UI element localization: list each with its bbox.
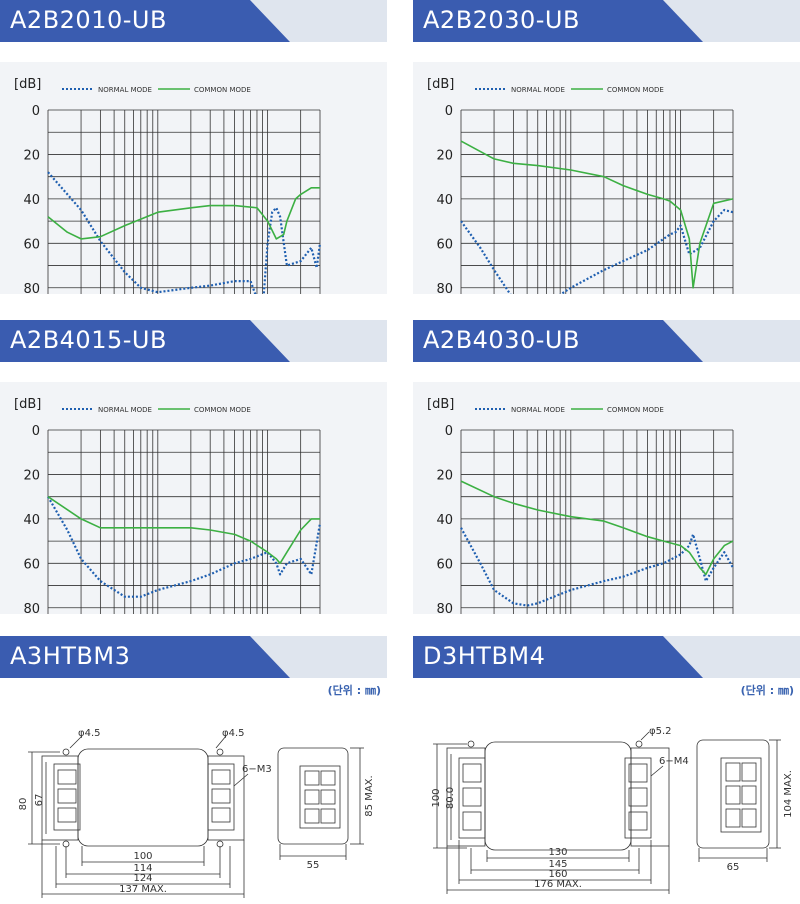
dim-104-max: 104 MAX.: [783, 770, 794, 818]
y-tick-label: 40: [436, 193, 453, 208]
chart-title: A2B4015-UB: [10, 326, 167, 354]
filter-body: [484, 741, 632, 851]
series-normal-mode: [47, 171, 322, 294]
dim-114: 114: [133, 863, 152, 874]
y-tick-label: 20: [436, 148, 453, 163]
series-normal-mode: [460, 527, 734, 607]
legend-common-label: COMMON MODE: [607, 86, 664, 94]
y-tick-label: 20: [23, 468, 40, 483]
title-bar: A3HTBM3: [0, 636, 387, 678]
legend-common-label: COMMON MODE: [194, 406, 251, 414]
chart-svg: 0204060800.10.5151030[dB][MHz]NORMAL MOD…: [427, 77, 734, 294]
y-tick-label: 60: [436, 237, 453, 252]
y-tick-label: 40: [23, 513, 40, 528]
right-terminal-block: [624, 757, 652, 839]
dim-65: 65: [727, 862, 740, 873]
series-normal-mode: [47, 496, 322, 598]
series-normal-mode: [460, 208, 734, 294]
y-unit-label: [dB]: [427, 77, 454, 92]
chart-background: [0, 62, 387, 294]
drawing-title: A3HTBM3: [10, 642, 131, 670]
chart-background: [0, 382, 387, 614]
unit-note: (단위 : ㎜): [327, 684, 381, 697]
grid: [460, 429, 734, 614]
side-view: [277, 747, 349, 845]
title-bar: A2B4015-UB: [0, 320, 387, 362]
dim-124: 124: [133, 873, 152, 884]
title-bar: A2B2010-UB: [0, 0, 387, 42]
grid: [47, 109, 321, 294]
title-bar: A2B4030-UB: [413, 320, 800, 362]
dim-85-max: 85 MAX.: [364, 775, 375, 816]
y-tick-label: 0: [32, 104, 40, 119]
dim-137-max: 137 MAX.: [119, 884, 167, 895]
legend-normal-label: NORMAL MODE: [98, 406, 152, 414]
dimension-drawing: φ5.2 6−M4 100 80.0 130 145 160 176 MAX. …: [431, 726, 794, 894]
dim-160: 160: [548, 869, 567, 880]
dim-height-100: 100: [431, 788, 442, 807]
y-tick-label: 20: [436, 468, 453, 483]
y-tick-label: 20: [23, 148, 40, 163]
drawing-panel-d3htbm4: D3HTBM4 (단위 : ㎜): [413, 636, 800, 904]
chart-panel-a2b4030: A2B4030-UB 0204060800.10.5151030[dB][MHz…: [413, 320, 800, 620]
y-tick-label: 60: [436, 557, 453, 572]
y-tick-label: 0: [445, 424, 453, 439]
dim-176-max: 176 MAX.: [534, 879, 582, 890]
legend-normal-label: NORMAL MODE: [98, 86, 152, 94]
dim-thread: 6−M4: [659, 756, 689, 767]
drawing-panel-a3htbm3: A3HTBM3 (단위 : ㎜): [0, 636, 387, 904]
y-tick-label: 80: [23, 282, 40, 294]
series-common-mode: [460, 140, 734, 289]
y-tick-label: 80: [436, 282, 453, 294]
drawing-title: D3HTBM4: [423, 642, 546, 670]
chart-title: A2B2010-UB: [10, 6, 167, 34]
dimension-drawing: φ4.5 φ4.5 6−M3 80 67 100 114 124 137 MAX…: [18, 728, 375, 898]
chart-panel-a2b2010: A2B2010-UB 0204060800.10.5151030[dB][MHz…: [0, 0, 387, 300]
side-view: [696, 739, 770, 849]
title-bar: D3HTBM4: [413, 636, 800, 678]
y-tick-label: 0: [445, 104, 453, 119]
legend-common-label: COMMON MODE: [607, 406, 664, 414]
dim-hole-left: φ4.5: [78, 728, 101, 739]
chart-svg: 0204060800.10.5151030[dB][MHz]NORMAL MOD…: [14, 77, 322, 294]
y-tick-label: 40: [23, 193, 40, 208]
chart-panel-a2b4015: A2B4015-UB 0204060800.10.5151030[dB][MHz…: [0, 320, 387, 620]
y-tick-label: 80: [23, 602, 40, 614]
chart-svg: 0204060800.10.5151030[dB][MHz]NORMAL MOD…: [14, 397, 322, 614]
dim-height-67: 67: [34, 794, 45, 807]
chart-background: [413, 382, 800, 614]
y-unit-label: [dB]: [427, 397, 454, 412]
y-tick-label: 40: [436, 513, 453, 528]
dim-height-80: 80.0: [445, 787, 456, 809]
dim-hole: φ5.2: [649, 726, 672, 737]
legend-normal-label: NORMAL MODE: [511, 406, 565, 414]
left-terminal-block: [53, 763, 81, 831]
chart-panel-a2b2030: A2B2030-UB 0204060800.10.5151030[dB][MHz…: [413, 0, 800, 300]
dim-130: 130: [548, 847, 567, 858]
y-unit-label: [dB]: [14, 397, 41, 412]
chart-title: A2B4030-UB: [423, 326, 580, 354]
dim-hole-right: φ4.5: [222, 728, 245, 739]
title-bar: A2B2030-UB: [413, 0, 800, 42]
dim-55: 55: [307, 860, 320, 871]
unit-note: (단위 : ㎜): [740, 684, 794, 697]
series-common-mode: [460, 480, 734, 576]
y-tick-label: 60: [23, 237, 40, 252]
dim-145: 145: [548, 859, 567, 870]
y-tick-label: 0: [32, 424, 40, 439]
series-common-mode: [47, 496, 320, 565]
series-common-mode: [47, 187, 320, 240]
y-tick-label: 80: [436, 602, 453, 614]
dim-height-80: 80: [18, 798, 29, 811]
chart-svg: 0204060800.10.5151030[dB][MHz]NORMAL MOD…: [427, 397, 734, 614]
legend-common-label: COMMON MODE: [194, 86, 251, 94]
filter-body: [77, 748, 209, 847]
chart-title: A2B2030-UB: [423, 6, 580, 34]
y-unit-label: [dB]: [14, 77, 41, 92]
dim-100: 100: [133, 851, 152, 862]
legend-normal-label: NORMAL MODE: [511, 86, 565, 94]
y-tick-label: 60: [23, 557, 40, 572]
dim-thread: 6−M3: [242, 764, 272, 775]
